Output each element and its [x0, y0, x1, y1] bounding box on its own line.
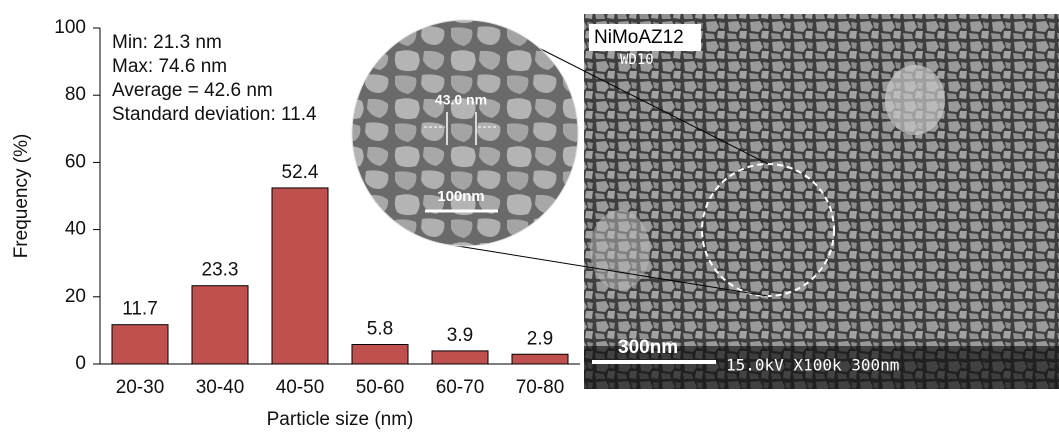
y-tick-label: 20 — [65, 286, 86, 307]
y-tick-label: 100 — [54, 17, 86, 38]
inset-measure: 43.0 nm — [435, 92, 487, 108]
y-axis-title: Frequency (%) — [11, 134, 32, 259]
bar — [352, 345, 408, 364]
x-tick-label: 70-80 — [516, 377, 565, 398]
sem-footer: 15.0kV X100k 300nm — [726, 356, 899, 375]
y-tick-label: 0 — [75, 353, 86, 374]
figure: NiMoAZ12 WD10 300nm 15.0kV X100k 300nm 4… — [0, 0, 1059, 433]
sample-label: NiMoAZ12 — [594, 27, 684, 48]
data-label: 52.4 — [282, 162, 319, 183]
stat-annotation: Standard deviation: 11.4 — [112, 104, 317, 125]
data-label: 5.8 — [367, 319, 393, 340]
x-tick-label: 20-30 — [116, 377, 165, 398]
bar — [512, 354, 568, 364]
bar — [272, 188, 328, 364]
stat-annotation: Max: 74.6 nm — [112, 56, 227, 77]
y-tick-label: 80 — [65, 84, 86, 105]
wd-label: WD10 — [620, 52, 654, 68]
x-axis-title: Particle size (nm) — [267, 409, 414, 430]
bar — [432, 351, 488, 364]
x-tick-label: 60-70 — [436, 377, 485, 398]
stat-annotation: Average = 42.6 nm — [112, 80, 273, 101]
stat-annotation: Min: 21.3 nm — [112, 32, 222, 53]
scale-label: 300nm — [618, 337, 678, 358]
inset-scale-label: 100nm — [437, 188, 485, 205]
bar — [192, 286, 248, 364]
sem-bright-spot — [590, 210, 650, 290]
data-label: 11.7 — [122, 299, 158, 320]
sem-background — [584, 14, 1059, 389]
data-label: 3.9 — [447, 325, 473, 346]
inset-image — [350, 18, 580, 248]
y-tick-label: 60 — [65, 151, 86, 172]
sem-bright-spot — [885, 65, 945, 135]
x-tick-label: 30-40 — [196, 377, 245, 398]
data-label: 23.3 — [202, 260, 239, 281]
data-label: 2.9 — [527, 328, 553, 349]
x-tick-label: 50-60 — [356, 377, 405, 398]
x-tick-label: 40-50 — [276, 377, 325, 398]
bar — [112, 325, 168, 364]
y-tick-label: 40 — [65, 219, 86, 240]
